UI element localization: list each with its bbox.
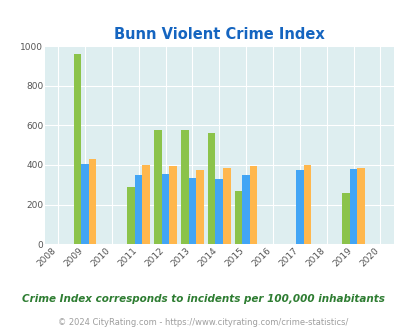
Bar — [215, 179, 222, 244]
Title: Bunn Violent Crime Index: Bunn Violent Crime Index — [113, 27, 324, 42]
Bar — [73, 54, 81, 244]
Bar — [169, 166, 176, 244]
Bar — [81, 164, 88, 244]
Bar — [88, 159, 96, 244]
Bar — [341, 193, 349, 244]
Bar — [142, 165, 149, 244]
Bar — [188, 178, 196, 244]
Bar — [222, 168, 230, 244]
Bar — [249, 166, 257, 244]
Bar — [127, 187, 134, 244]
Bar — [181, 130, 188, 244]
Bar — [234, 191, 242, 244]
Bar — [242, 175, 249, 244]
Bar — [303, 165, 310, 244]
Bar — [154, 130, 161, 244]
Bar — [134, 175, 142, 244]
Text: Crime Index corresponds to incidents per 100,000 inhabitants: Crime Index corresponds to incidents per… — [21, 294, 384, 304]
Bar — [207, 133, 215, 244]
Bar — [196, 170, 203, 244]
Bar — [295, 170, 303, 244]
Bar — [349, 169, 356, 244]
Text: © 2024 CityRating.com - https://www.cityrating.com/crime-statistics/: © 2024 CityRating.com - https://www.city… — [58, 318, 347, 327]
Bar — [356, 168, 364, 244]
Bar — [161, 174, 169, 244]
